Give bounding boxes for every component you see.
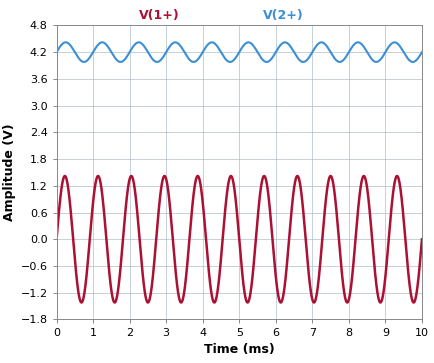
Text: V(1+): V(1+) (138, 9, 179, 23)
Text: V(2+): V(2+) (262, 9, 303, 23)
X-axis label: Time (ms): Time (ms) (204, 343, 274, 356)
Y-axis label: Amplitude (V): Amplitude (V) (3, 124, 16, 221)
